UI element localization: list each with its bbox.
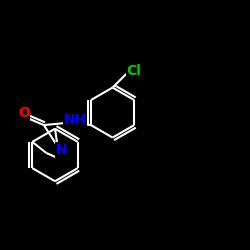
Text: N: N	[56, 143, 67, 157]
Text: O: O	[18, 106, 30, 120]
Text: Cl: Cl	[126, 64, 141, 78]
Text: NH: NH	[64, 113, 87, 127]
